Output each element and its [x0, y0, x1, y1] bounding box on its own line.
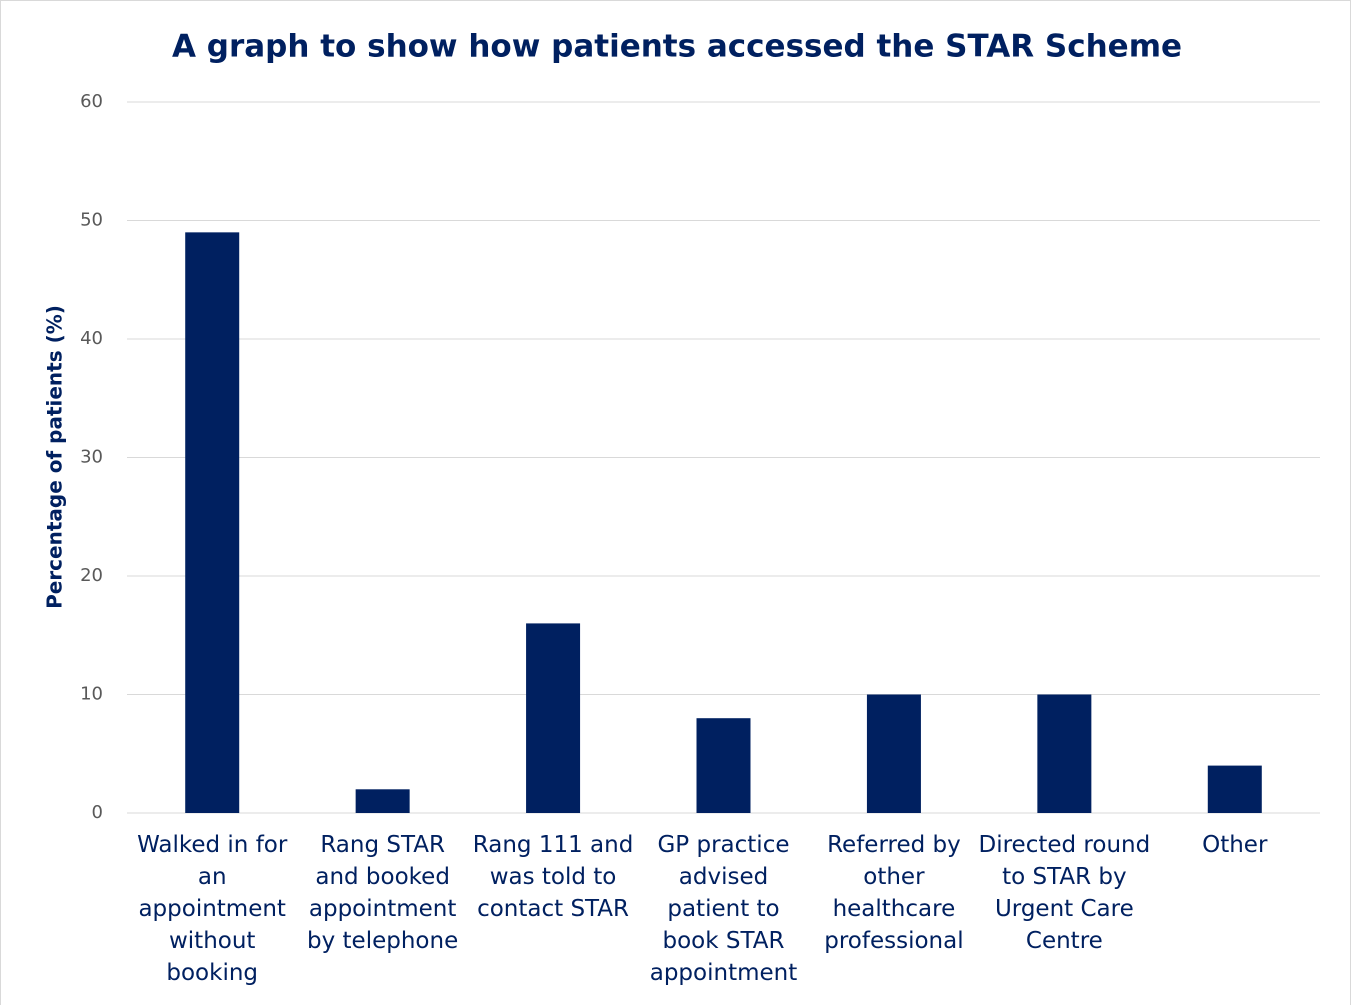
- bar: [1207, 765, 1262, 813]
- x-tick-label-box: Directed round to STAR by Urgent Care Ce…: [978, 832, 1151, 954]
- chart-title: A graph to show how patients accessed th…: [172, 29, 1182, 65]
- x-tick-label: Rang STAR and booked appointment by tele…: [307, 832, 459, 954]
- y-tick-label: 20: [80, 565, 103, 586]
- x-tick-label-box: Rang 111 and was told to contact STAR: [472, 832, 634, 922]
- bar: [696, 718, 751, 813]
- x-tick-label-box: Walked in for an appointment without boo…: [137, 832, 288, 986]
- y-tick-label: 10: [80, 684, 103, 705]
- x-tick-label: Rang 111 and was told to contact STAR: [472, 832, 634, 922]
- x-tick-label: Directed round to STAR by Urgent Care Ce…: [978, 832, 1151, 954]
- x-tick-label: Other: [1202, 832, 1268, 858]
- x-tick-label: Referred by other healthcare professiona…: [824, 832, 964, 954]
- bar: [185, 232, 240, 814]
- x-tick-label: GP practice advised patient to book STAR…: [649, 832, 798, 986]
- x-tick-label-box: GP practice advised patient to book STAR…: [649, 832, 798, 986]
- x-tick-label-box: Other: [1202, 832, 1268, 858]
- bar: [355, 789, 410, 813]
- x-tick-label-box: Rang STAR and booked appointment by tele…: [307, 832, 459, 954]
- y-tick-label: 0: [92, 802, 103, 823]
- y-axis-label: Percentage of patients (%): [43, 305, 67, 609]
- y-tick-label: 30: [80, 447, 103, 468]
- bar: [866, 694, 921, 813]
- bar: [1037, 694, 1092, 813]
- x-tick-label: Walked in for an appointment without boo…: [137, 832, 288, 986]
- y-tick-label: 50: [80, 210, 103, 231]
- y-tick-label: 40: [80, 328, 103, 349]
- bar: [526, 623, 581, 813]
- y-tick-label: 60: [80, 91, 103, 112]
- x-tick-label-box: Referred by other healthcare professiona…: [824, 832, 964, 954]
